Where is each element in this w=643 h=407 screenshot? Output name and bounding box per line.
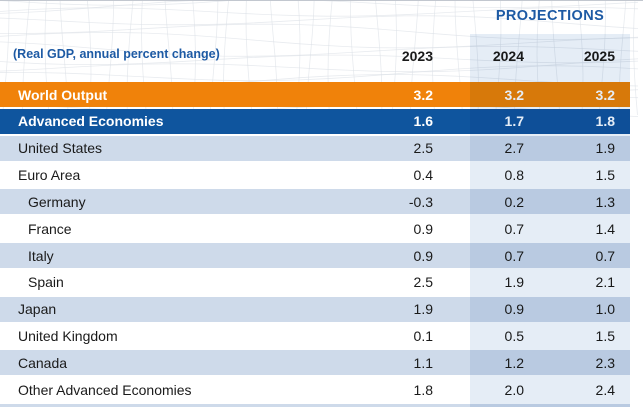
table-body: World Output 3.2 3.2 3.2 Advanced Economies 1… (0, 82, 643, 407)
value-2025: 1.3 (595, 193, 615, 210)
value-2025: 1.5 (595, 167, 615, 184)
value-2023: 0.9 (413, 247, 433, 264)
value-2024: 1.7 (504, 113, 524, 130)
value-2024: 2.7 (504, 140, 524, 157)
row-label: Euro Area (18, 167, 81, 184)
value-2023: 0.4 (413, 167, 433, 184)
table-row: Germany -0.3 0.2 1.3 (0, 189, 630, 215)
value-2023: 0.1 (413, 328, 433, 345)
row-label: Germany (28, 193, 86, 210)
table-row: Canada 1.1 1.2 2.3 (0, 350, 630, 376)
value-2023: 0.9 (413, 220, 433, 237)
table-row: Spain 2.5 1.9 2.1 (0, 269, 630, 295)
value-2024: 0.5 (504, 328, 524, 345)
value-2023: -0.3 (408, 193, 433, 210)
value-2025: 3.2 (595, 86, 615, 103)
value-2024: 2.0 (504, 381, 524, 398)
year-header-row: 2023 2024 2025 (0, 43, 630, 69)
projections-heading: PROJECTIONS (495, 8, 605, 24)
table-row: Italy 0.9 0.7 0.7 (0, 243, 630, 269)
row-label: Italy (28, 247, 54, 264)
value-2025: 1.8 (595, 113, 615, 130)
row-label: Canada (18, 354, 68, 371)
table-row: United Kingdom 0.1 0.5 1.5 (0, 323, 630, 349)
row-label: Spain (28, 274, 64, 291)
column-header-2024: 2024 (492, 48, 524, 64)
row-label: Other Advanced Economies (18, 381, 192, 398)
table-row: United States 2.5 2.7 1.9 (0, 135, 630, 161)
row-label: United States (18, 140, 103, 157)
value-2024: 1.2 (504, 354, 524, 371)
value-2023: 3.2 (413, 86, 433, 103)
value-2023: 1.9 (413, 301, 433, 318)
table-row: France 0.9 0.7 1.4 (0, 216, 630, 242)
value-2023: 1.1 (413, 354, 433, 371)
row-label: France (28, 220, 72, 237)
value-2024: 0.9 (504, 301, 524, 318)
column-header-2025: 2025 (583, 48, 615, 64)
value-2024: 0.7 (504, 220, 524, 237)
value-2024: 3.2 (504, 86, 524, 103)
value-2025: 1.5 (595, 328, 615, 345)
column-header-2023: 2023 (401, 48, 433, 64)
value-2025: 2.4 (595, 381, 615, 398)
value-2023: 1.6 (413, 113, 433, 130)
value-2024: 0.8 (504, 167, 524, 184)
table-row: Other Advanced Economies 1.8 2.0 2.4 (0, 377, 630, 403)
value-2024: 0.2 (504, 193, 524, 210)
table-row: World Output 3.2 3.2 3.2 (0, 82, 630, 107)
table-row: Advanced Economies 1.6 1.7 1.8 (0, 108, 630, 134)
row-label: United Kingdom (18, 328, 118, 345)
value-2023: 1.8 (413, 381, 433, 398)
row-label: Japan (18, 301, 57, 318)
value-2025: 0.7 (595, 247, 615, 264)
value-2025: 1.4 (595, 220, 615, 237)
value-2023: 2.5 (413, 274, 433, 291)
row-label: World Output (18, 86, 108, 103)
table-row: Euro Area 0.4 0.8 1.5 (0, 162, 630, 188)
value-2025: 1.9 (595, 140, 615, 157)
row-label: Advanced Economies (18, 113, 164, 130)
value-2025: 1.0 (595, 301, 615, 318)
table-row: Japan 1.9 0.9 1.0 (0, 296, 630, 322)
value-2024: 0.7 (504, 247, 524, 264)
value-2023: 2.5 (413, 140, 433, 157)
table-subtitle: (Real GDP, annual percent change) (13, 47, 220, 61)
value-2024: 1.9 (504, 274, 524, 291)
value-2025: 2.3 (595, 354, 615, 371)
value-2025: 2.1 (595, 274, 615, 291)
